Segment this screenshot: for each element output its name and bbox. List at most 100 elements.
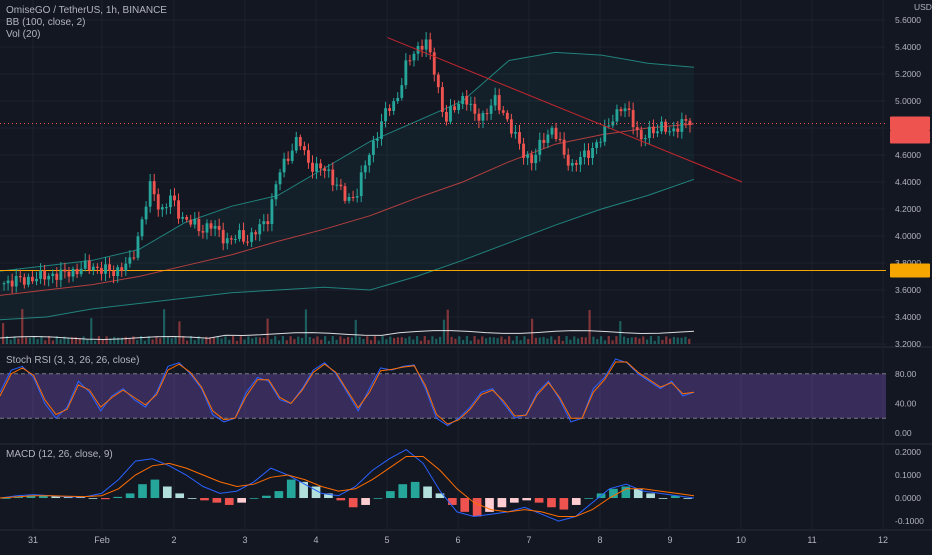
candle-body xyxy=(225,238,229,244)
volume-bar xyxy=(615,336,618,344)
last-price-badge[interactable] xyxy=(890,116,930,131)
candle-body xyxy=(343,186,347,201)
volume-bar xyxy=(343,338,346,344)
macd-histogram-bar xyxy=(187,498,197,499)
volume-bar xyxy=(201,338,204,344)
volume-bar xyxy=(527,338,530,344)
candle-body xyxy=(453,106,456,111)
candle-body xyxy=(461,95,465,104)
stoch-rsi-band-fill xyxy=(0,373,886,419)
candle-body xyxy=(363,165,367,173)
volume-bar xyxy=(492,337,495,344)
macd-histogram-bar xyxy=(584,498,593,499)
candle-body xyxy=(424,39,428,50)
candle-body xyxy=(75,268,79,275)
volume-bar xyxy=(59,339,62,344)
candle-body xyxy=(688,120,692,126)
volume-bar xyxy=(86,339,89,344)
volume-bar xyxy=(90,318,93,344)
macd-legend[interactable]: MACD (12, 26, close, 9) xyxy=(6,449,113,461)
candle-body xyxy=(436,74,440,88)
candle-body xyxy=(22,277,26,285)
macd-histogram-bar xyxy=(88,498,98,499)
candle-body xyxy=(270,199,274,225)
candle-body xyxy=(302,146,306,151)
volume-bar xyxy=(485,338,488,344)
symbol-title[interactable]: OmiseGO / TetherUS, 1h, BINANCE xyxy=(6,5,167,16)
volume-bar xyxy=(320,339,323,344)
candle-body xyxy=(469,103,473,105)
candle-body xyxy=(587,150,590,159)
candle-body xyxy=(599,141,603,143)
volume-bar xyxy=(649,336,653,344)
stoch-rsi-axis-tick: 40.00 xyxy=(895,398,917,408)
volume-bar xyxy=(427,339,430,344)
macd-histogram-bar xyxy=(324,493,333,499)
price-axis-tick: 4.4000 xyxy=(895,177,921,187)
volume-bar xyxy=(13,336,16,344)
time-axis-tick: 9 xyxy=(667,535,672,545)
volume-bar xyxy=(373,336,377,344)
macd-histogram-bar xyxy=(150,479,160,499)
bb-indicator-label[interactable]: BB (100, close, 2) xyxy=(6,17,86,28)
time-axis-tick: 4 xyxy=(313,535,318,545)
volume-bar xyxy=(465,336,469,344)
volume-bar xyxy=(117,337,120,344)
candle-body xyxy=(128,257,132,264)
candle-body xyxy=(108,264,111,271)
volume-indicator-label[interactable]: Vol (20) xyxy=(6,29,41,40)
candle-body xyxy=(120,267,124,271)
candle-body xyxy=(607,125,611,127)
volume-bar xyxy=(262,338,265,344)
volume-bar xyxy=(634,337,637,344)
volume-bar xyxy=(189,336,193,344)
volume-bar xyxy=(297,336,300,344)
macd-histogram-bar xyxy=(212,498,222,503)
volume-bar xyxy=(511,340,515,344)
macd-histogram-bar xyxy=(571,498,581,505)
macd-histogram-bar xyxy=(633,488,643,499)
candle-body xyxy=(530,154,534,164)
candle-body xyxy=(156,194,160,210)
volume-bar xyxy=(301,337,304,344)
candle-body xyxy=(489,105,493,114)
candle-body xyxy=(229,238,233,240)
candle-body xyxy=(286,158,290,161)
candle-body xyxy=(432,52,436,75)
macd-histogram-bar xyxy=(138,484,147,499)
macd-histogram-bar xyxy=(509,498,519,503)
volume-bar xyxy=(611,340,614,344)
volume-bar xyxy=(450,336,453,344)
volume-bar xyxy=(669,338,672,344)
macd-histogram-bar xyxy=(621,486,631,499)
volume-bar xyxy=(638,338,641,344)
macd-histogram-bar xyxy=(101,498,110,500)
volume-bar xyxy=(255,337,258,344)
macd-histogram-bar xyxy=(26,495,36,499)
volume-bar xyxy=(224,336,227,344)
candle-body xyxy=(83,260,87,269)
volume-bar xyxy=(40,336,43,344)
candle-body xyxy=(10,280,14,287)
volume-bar xyxy=(48,336,51,344)
candle-body xyxy=(290,150,294,161)
candle-body xyxy=(384,108,387,122)
candle-body xyxy=(367,154,371,166)
candle-body xyxy=(140,219,144,237)
volume-bar xyxy=(5,336,9,344)
bollinger-upper-line xyxy=(0,51,695,272)
volume-bar xyxy=(496,338,499,344)
volume-bar xyxy=(377,340,380,344)
level-price-badge[interactable] xyxy=(890,263,930,278)
volume-bar xyxy=(381,336,384,344)
price-axis-tick: 5.0000 xyxy=(895,96,921,106)
volume-bar xyxy=(28,337,32,344)
macd-histogram-bar xyxy=(497,498,507,508)
candle-body xyxy=(623,108,627,112)
candle-body xyxy=(351,197,355,199)
stoch-rsi-legend[interactable]: Stoch RSI (3, 3, 26, 26, close) xyxy=(6,355,139,367)
candle-body xyxy=(497,95,501,111)
volume-bar xyxy=(565,336,568,344)
